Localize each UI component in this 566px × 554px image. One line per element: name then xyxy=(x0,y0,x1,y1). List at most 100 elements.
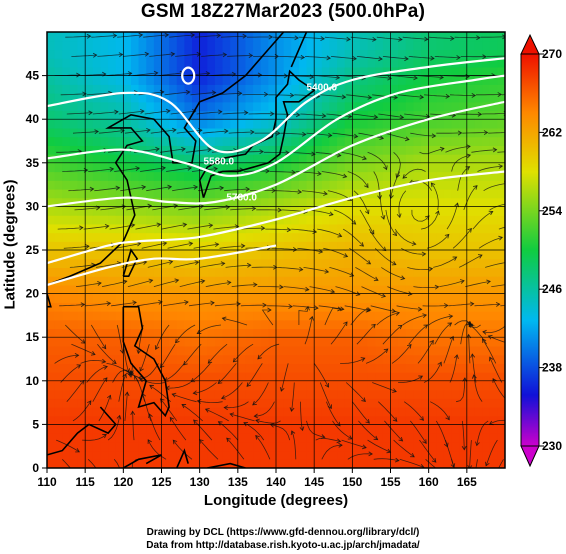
field-cell xyxy=(344,154,353,164)
field-cell xyxy=(436,380,445,391)
streamline xyxy=(358,132,384,139)
streamline-arrow xyxy=(419,94,425,100)
field-cell xyxy=(123,84,132,94)
field-cell xyxy=(276,154,285,164)
field-cell xyxy=(314,380,323,391)
field-cell xyxy=(176,180,185,190)
field-cell xyxy=(161,49,170,59)
field-cell xyxy=(474,40,483,51)
field-cell xyxy=(260,363,269,373)
field-cell xyxy=(428,276,437,286)
field-cell xyxy=(337,84,346,94)
streamline xyxy=(402,168,426,179)
field-cell xyxy=(482,93,491,103)
field-cell xyxy=(138,284,147,295)
field-cell xyxy=(176,58,185,68)
field-cell xyxy=(428,171,437,181)
field-cell xyxy=(69,232,79,242)
field-cell xyxy=(199,267,208,277)
streamline-arrow xyxy=(135,166,141,171)
streamline xyxy=(463,185,478,211)
field-cell xyxy=(321,354,331,364)
streamline-arrow xyxy=(88,110,93,116)
field-cell xyxy=(298,319,308,330)
field-cell xyxy=(367,110,376,120)
field-cell xyxy=(192,372,201,382)
field-cell xyxy=(161,101,170,112)
streamline xyxy=(56,439,80,453)
field-cell xyxy=(176,398,185,408)
streamline-arrow xyxy=(346,36,351,42)
field-cell xyxy=(69,58,79,68)
field-cell xyxy=(253,75,262,85)
field-cell xyxy=(253,162,262,173)
field-cell xyxy=(100,215,109,225)
field-cell xyxy=(306,389,315,399)
field-cell xyxy=(459,372,468,382)
field-cell xyxy=(138,380,147,391)
field-cell xyxy=(161,93,170,103)
field-cell xyxy=(436,459,445,468)
field-cell xyxy=(359,162,369,173)
field-cell xyxy=(237,215,247,225)
field-cell xyxy=(153,372,163,382)
field-cell xyxy=(54,154,63,164)
field-cell xyxy=(459,302,468,312)
streamline-arrow xyxy=(174,278,180,284)
field-cell xyxy=(382,75,392,85)
field-cell xyxy=(77,206,86,216)
field-cell xyxy=(161,389,170,399)
field-cell xyxy=(283,188,292,199)
field-cell xyxy=(245,93,254,103)
streamline xyxy=(398,375,423,383)
field-cell xyxy=(268,197,277,207)
streamline-arrow xyxy=(221,316,227,322)
field-cell xyxy=(62,110,71,120)
streamline-arrow xyxy=(148,278,154,284)
streamline xyxy=(97,54,123,57)
streamline xyxy=(166,167,192,172)
streamline-arrow xyxy=(155,146,160,152)
streamline-arrow xyxy=(295,112,301,118)
field-cell xyxy=(77,319,86,330)
field-cell xyxy=(428,284,437,295)
field-cell xyxy=(413,424,422,434)
streamline xyxy=(83,225,109,230)
field-cell xyxy=(161,302,170,312)
field-cell xyxy=(428,389,437,399)
streamline xyxy=(68,188,94,192)
field-cell xyxy=(352,93,361,103)
field-cell xyxy=(237,32,247,33)
field-cell xyxy=(298,171,308,181)
field-cell xyxy=(314,145,323,155)
field-cell xyxy=(146,302,155,312)
field-cell xyxy=(306,380,315,391)
field-cell xyxy=(306,215,315,225)
streamline xyxy=(417,75,444,78)
field-cell xyxy=(199,284,208,295)
field-cell xyxy=(466,32,476,42)
field-cell xyxy=(260,188,269,199)
field-cell xyxy=(283,84,292,94)
field-cell xyxy=(146,241,155,251)
field-cell xyxy=(291,93,300,103)
field-cell xyxy=(337,293,346,303)
field-cell xyxy=(130,162,140,173)
field-cell xyxy=(253,311,262,321)
field-cell xyxy=(466,110,476,120)
field-cell xyxy=(245,433,254,443)
field-cell xyxy=(77,40,86,51)
field-cell xyxy=(352,354,361,364)
field-cell xyxy=(474,215,483,225)
streamline xyxy=(224,188,250,192)
field-cell xyxy=(253,267,262,277)
field-cell xyxy=(153,66,163,77)
field-cell xyxy=(352,75,361,85)
streamline xyxy=(75,282,102,287)
field-cell xyxy=(367,406,376,417)
field-cell xyxy=(207,450,216,460)
field-cell xyxy=(482,406,491,417)
streamline-arrow xyxy=(397,324,403,330)
field-cell xyxy=(298,40,308,51)
field-cell xyxy=(405,389,414,399)
